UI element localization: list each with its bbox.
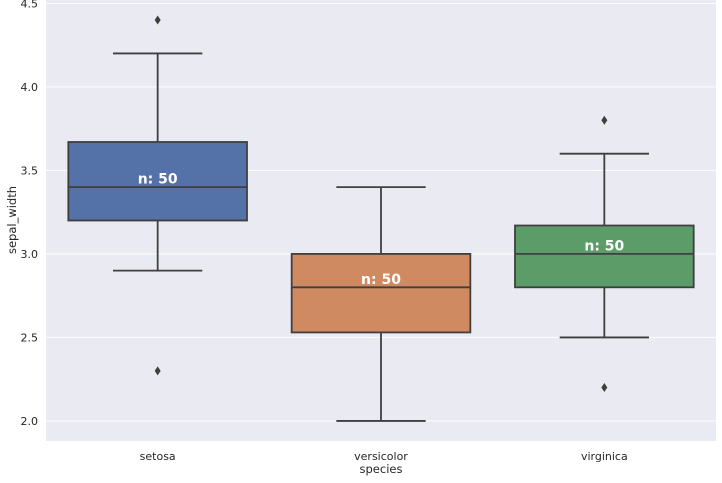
- y-tick-label: 3.0: [21, 248, 39, 261]
- x-tick-labels: setosa versicolor virginica: [140, 450, 628, 463]
- y-tick-labels: 2.0 2.5 3.0 3.5 4.0 4.5: [21, 0, 39, 428]
- box-iqr: [67, 141, 248, 222]
- box-group-versicolor: n: 50: [290, 186, 472, 422]
- boxes: n: 50 n: 50 n: 50: [67, 15, 695, 422]
- outlier-point: [154, 15, 161, 25]
- y-axis-label: sepal_width: [5, 186, 19, 254]
- outlier-point: [601, 115, 608, 125]
- box-iqr: [290, 253, 472, 334]
- box-group-virginica: n: 50: [514, 115, 695, 393]
- box-group-setosa: n: 50: [67, 15, 248, 376]
- count-annotation: n: 50: [584, 239, 624, 255]
- y-tick-label: 2.5: [21, 331, 39, 344]
- x-axis-label: species: [360, 462, 403, 476]
- x-tick-label: versicolor: [354, 450, 408, 463]
- y-tick-label: 4.0: [21, 81, 39, 94]
- x-tick-label: virginica: [581, 450, 628, 463]
- outlier-point: [601, 383, 608, 393]
- count-annotation: n: 50: [361, 272, 401, 288]
- x-tick-label: setosa: [140, 450, 176, 463]
- y-tick-label: 2.0: [21, 415, 39, 428]
- box-iqr: [514, 224, 695, 289]
- y-tick-label: 4.5: [21, 0, 39, 10]
- outlier-point: [154, 366, 161, 376]
- count-annotation: n: 50: [138, 172, 178, 188]
- y-tick-label: 3.5: [21, 164, 39, 177]
